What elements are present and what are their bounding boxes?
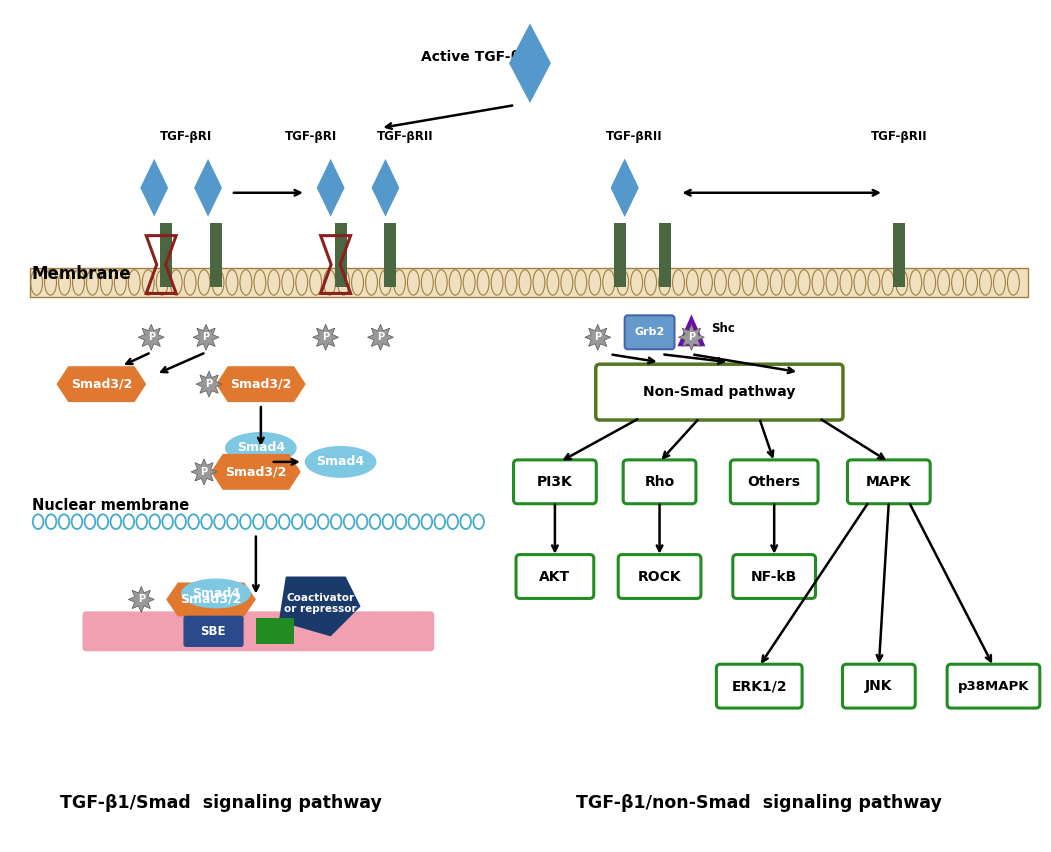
Polygon shape — [194, 158, 222, 216]
Polygon shape — [313, 325, 338, 350]
Text: P: P — [322, 332, 329, 343]
FancyBboxPatch shape — [847, 460, 930, 504]
FancyBboxPatch shape — [160, 222, 172, 287]
FancyBboxPatch shape — [516, 555, 594, 598]
Polygon shape — [217, 366, 306, 402]
Polygon shape — [166, 583, 255, 616]
FancyBboxPatch shape — [184, 616, 243, 647]
Polygon shape — [678, 314, 705, 346]
Text: TGF-βRI: TGF-βRI — [160, 130, 212, 143]
FancyBboxPatch shape — [618, 555, 701, 598]
Text: Grb2: Grb2 — [635, 327, 664, 337]
Text: P: P — [377, 332, 384, 343]
FancyBboxPatch shape — [892, 222, 905, 287]
Polygon shape — [679, 325, 704, 350]
Polygon shape — [193, 325, 219, 350]
FancyBboxPatch shape — [82, 612, 434, 651]
Text: Coactivator
or repressor: Coactivator or repressor — [285, 593, 357, 614]
Polygon shape — [611, 158, 639, 216]
Text: TGF-β1/non-Smad  signaling pathway: TGF-β1/non-Smad signaling pathway — [576, 794, 942, 812]
Polygon shape — [197, 371, 222, 397]
Text: Smad3/2: Smad3/2 — [230, 377, 291, 390]
Text: P: P — [201, 467, 208, 477]
Text: Others: Others — [747, 475, 801, 489]
Text: Smad3/2: Smad3/2 — [181, 593, 242, 606]
Polygon shape — [139, 325, 164, 350]
Text: SBE: SBE — [201, 625, 226, 638]
FancyBboxPatch shape — [733, 555, 816, 598]
Text: Smad4: Smad4 — [316, 455, 365, 469]
FancyBboxPatch shape — [947, 665, 1039, 708]
FancyBboxPatch shape — [255, 619, 294, 644]
Text: TGF-β1/Smad  signaling pathway: TGF-β1/Smad signaling pathway — [60, 794, 382, 812]
Text: MAPK: MAPK — [866, 475, 911, 489]
FancyBboxPatch shape — [623, 460, 696, 504]
Polygon shape — [128, 586, 154, 613]
Polygon shape — [509, 23, 551, 103]
FancyBboxPatch shape — [659, 222, 671, 287]
Text: ERK1/2: ERK1/2 — [731, 679, 787, 694]
Text: AKT: AKT — [539, 569, 571, 584]
Text: P: P — [203, 332, 209, 343]
Ellipse shape — [305, 446, 376, 478]
Text: PI3K: PI3K — [537, 475, 573, 489]
FancyBboxPatch shape — [843, 665, 915, 708]
Text: P: P — [147, 332, 154, 343]
Polygon shape — [211, 454, 301, 490]
Text: Smad4: Smad4 — [236, 441, 285, 454]
Text: Membrane: Membrane — [32, 266, 131, 284]
Text: Non-Smad pathway: Non-Smad pathway — [643, 385, 796, 399]
Text: JNK: JNK — [865, 679, 892, 694]
FancyBboxPatch shape — [334, 222, 347, 287]
Polygon shape — [279, 577, 360, 636]
Ellipse shape — [225, 432, 296, 463]
FancyBboxPatch shape — [614, 222, 625, 287]
Polygon shape — [584, 325, 611, 350]
FancyBboxPatch shape — [29, 268, 1028, 297]
Text: Shc: Shc — [712, 322, 736, 335]
FancyBboxPatch shape — [730, 460, 818, 504]
Polygon shape — [316, 158, 345, 216]
Text: TGF-βRII: TGF-βRII — [377, 130, 434, 143]
Text: TGF-βRII: TGF-βRII — [870, 130, 927, 143]
FancyBboxPatch shape — [596, 364, 843, 420]
Text: Smad4: Smad4 — [192, 587, 240, 600]
FancyBboxPatch shape — [514, 460, 596, 504]
FancyBboxPatch shape — [717, 665, 802, 708]
FancyBboxPatch shape — [624, 315, 675, 349]
Polygon shape — [368, 325, 393, 350]
Text: Smad3/2: Smad3/2 — [225, 465, 287, 478]
Polygon shape — [57, 366, 146, 402]
Polygon shape — [611, 158, 639, 216]
Text: ROCK: ROCK — [638, 569, 681, 584]
Text: Rho: Rho — [644, 475, 675, 489]
Text: P: P — [594, 332, 601, 343]
Text: p38MAPK: p38MAPK — [957, 680, 1029, 693]
Text: P: P — [688, 332, 695, 343]
Ellipse shape — [181, 579, 251, 608]
Text: P: P — [206, 379, 212, 389]
Text: P: P — [138, 595, 145, 604]
FancyBboxPatch shape — [385, 222, 396, 287]
Polygon shape — [191, 459, 217, 485]
Text: Active TGF-β: Active TGF-β — [420, 50, 520, 64]
Text: TGF-βRI: TGF-βRI — [285, 130, 336, 143]
Polygon shape — [140, 158, 168, 216]
FancyBboxPatch shape — [210, 222, 222, 287]
Text: NF-kB: NF-kB — [751, 569, 798, 584]
Text: TGF-βRII: TGF-βRII — [606, 130, 663, 143]
Polygon shape — [371, 158, 399, 216]
Text: Nuclear membrane: Nuclear membrane — [32, 498, 189, 513]
Text: Smad3/2: Smad3/2 — [70, 377, 132, 390]
